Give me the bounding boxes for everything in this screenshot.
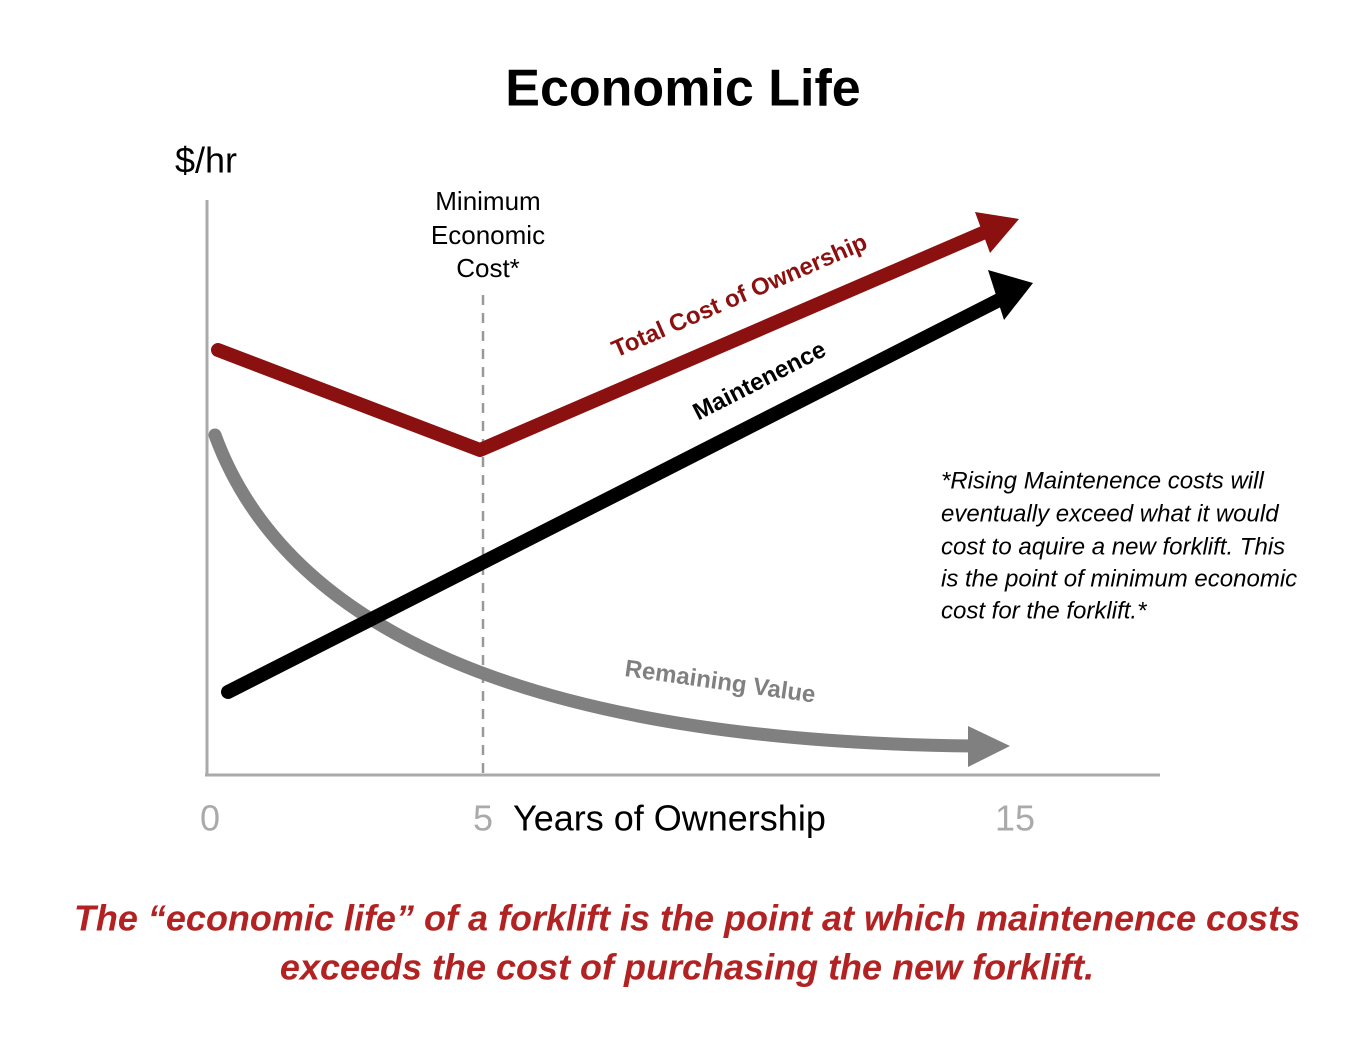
x-tick-label: 5: [473, 798, 493, 839]
maintenance-line: [221, 290, 1012, 699]
note-line: cost to aquire a new forklift. This: [941, 533, 1285, 560]
chart-title: Economic Life: [505, 60, 860, 118]
note-line: eventually exceed what it would: [941, 500, 1279, 527]
remaining-value-arrowhead: [968, 726, 1010, 767]
marker-label: Economic: [431, 220, 545, 250]
total-cost-arrowhead: [975, 212, 1019, 253]
remaining-value-curve: [208, 428, 982, 753]
note-line: *Rising Maintenence costs will: [941, 467, 1264, 494]
maintenance-arrowhead: [988, 270, 1033, 320]
y-axis-label: $/hr: [175, 140, 237, 181]
total-cost-line: [211, 225, 992, 457]
x-tick-label: 15: [995, 798, 1035, 839]
x-axis-label: Years of Ownership: [513, 798, 826, 839]
note-line: is the point of minimum economic: [941, 565, 1297, 592]
marker-label: Minimum: [435, 186, 540, 216]
footer-line: The “economic life” of a forklift is the…: [74, 898, 1300, 939]
note-line: cost for the forklift.*: [941, 597, 1147, 624]
x-tick-label: 0: [200, 798, 220, 839]
footer-line: exceeds the cost of purchasing the new f…: [280, 947, 1094, 988]
marker-label: Cost*: [456, 253, 520, 283]
